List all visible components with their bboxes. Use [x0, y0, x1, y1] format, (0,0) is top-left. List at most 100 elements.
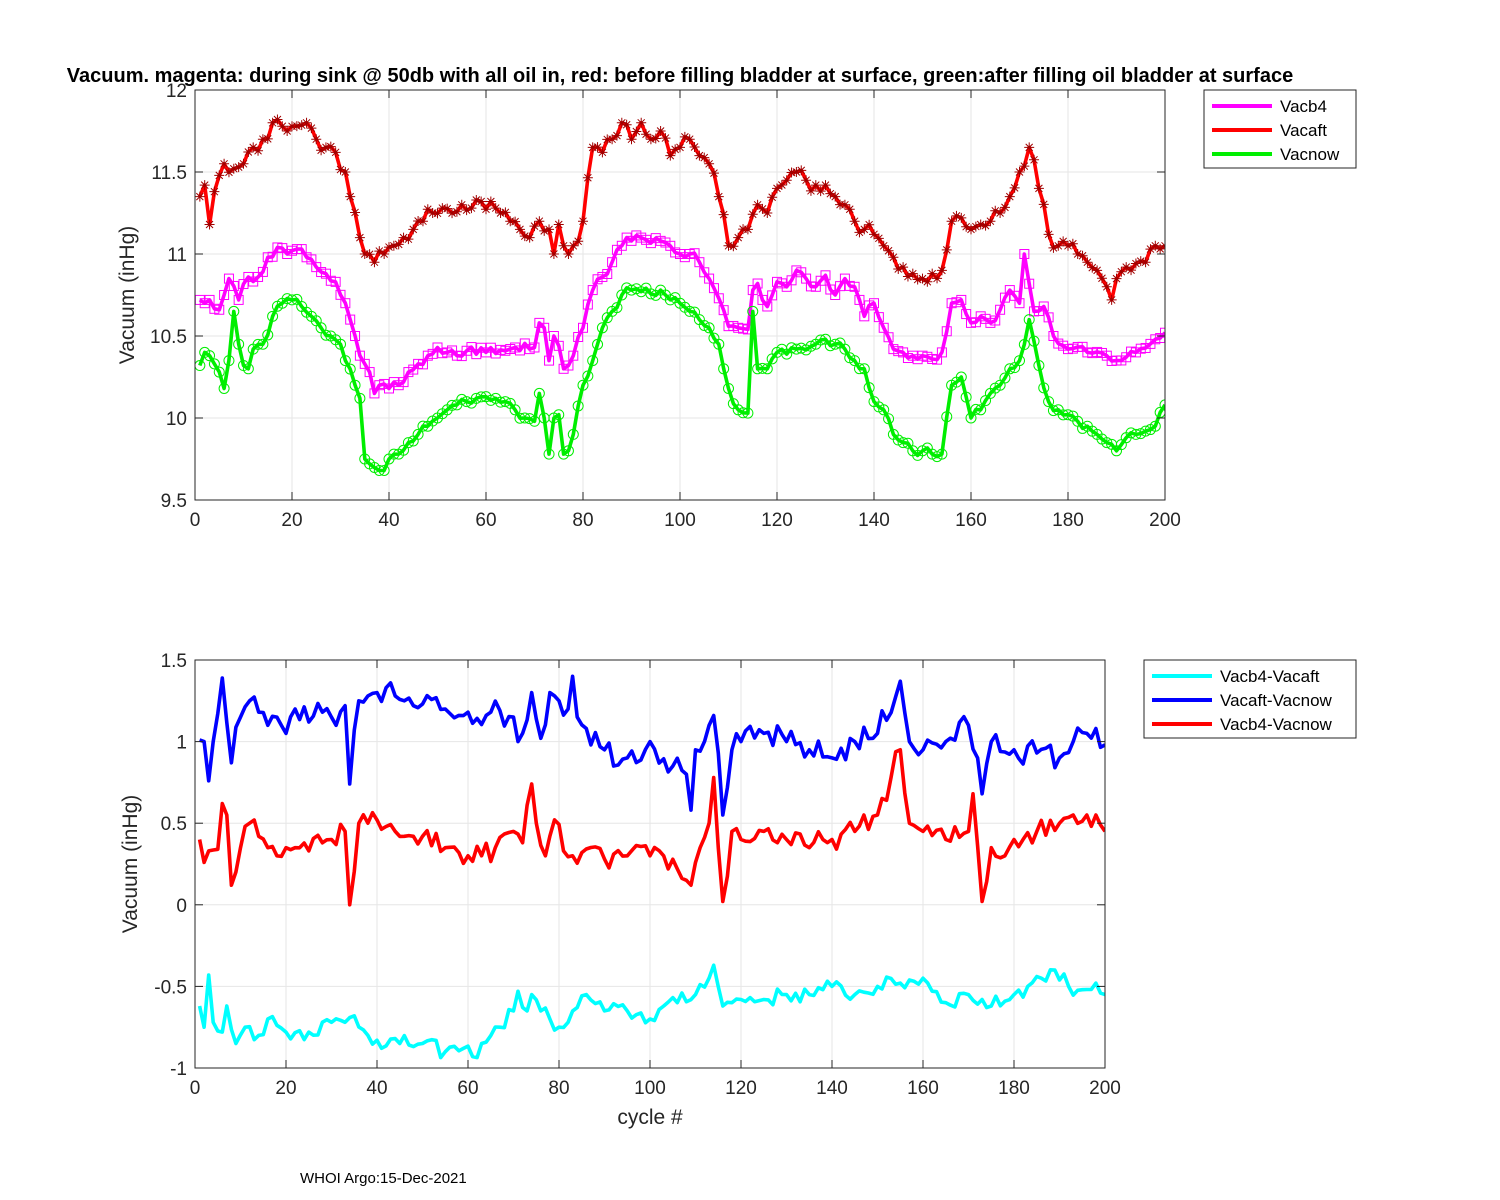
data-point: [1130, 428, 1142, 440]
data-point: [742, 224, 753, 235]
data-point: [990, 315, 1001, 326]
data-point: [747, 209, 758, 220]
data-point: [781, 175, 792, 186]
data-point: [752, 278, 763, 289]
data-point: [907, 268, 918, 279]
data-point: [248, 142, 259, 153]
data-point: [762, 208, 773, 218]
data-point: [1126, 265, 1137, 276]
top-y-axis-label: Vacuum (inHg): [116, 226, 139, 365]
data-point: [607, 257, 618, 268]
data-point: [805, 185, 816, 196]
data-point: [1077, 250, 1088, 261]
data-point: [214, 304, 225, 315]
data-point: [670, 144, 681, 155]
data-point: [830, 191, 841, 202]
data-point: [805, 340, 817, 352]
data-point: [1038, 301, 1049, 312]
legend-label-vacaft-vacnow: Vacaft-Vacnow: [1220, 691, 1333, 710]
data-point: [917, 273, 928, 284]
data-point: [941, 326, 952, 337]
data-point: [417, 420, 429, 432]
data-point: [936, 265, 947, 276]
data-point: [999, 372, 1011, 384]
data-point: [529, 342, 540, 353]
data-point: [936, 448, 948, 460]
data-point: [499, 396, 511, 408]
data-point: [1019, 249, 1030, 259]
data-point: [582, 299, 593, 310]
x-tick-label: 60: [457, 1078, 478, 1099]
data-point: [946, 216, 957, 227]
data-point: [1043, 312, 1054, 323]
x-tick-label: 60: [475, 510, 496, 531]
data-point: [786, 275, 797, 286]
data-point: [398, 377, 409, 388]
data-point: [1023, 314, 1035, 326]
data-point: [316, 145, 327, 156]
data-point: [596, 322, 608, 334]
legend-label-vacb4-vacaft: Vacb4-Vacaft: [1220, 667, 1320, 686]
data-point: [471, 195, 482, 206]
data-point: [388, 448, 400, 460]
data-point: [1096, 273, 1107, 284]
top-axes: 0 20 40 60 80 100 120 140 160 180 200 9.5 10 10.5 11 11…: [67, 65, 1293, 531]
data-point: [267, 310, 279, 322]
data-point: [1009, 182, 1020, 193]
data-point: [761, 363, 773, 375]
data-point: [519, 412, 531, 424]
x-tick-label: 200: [1089, 1078, 1121, 1099]
data-point: [461, 396, 473, 408]
series-line-vacnow: [198, 286, 1165, 473]
data-point: [820, 270, 831, 281]
x-tick-label: 20: [275, 1078, 296, 1099]
data-point: [941, 411, 953, 423]
series-line-vacb4-vacnow: [197, 748, 1105, 907]
y-tick-label: 1: [176, 733, 187, 754]
x-tick-label: 40: [366, 1078, 387, 1099]
data-point: [563, 360, 574, 371]
data-point: [437, 203, 448, 214]
data-point: [858, 363, 870, 375]
data-point: [869, 229, 879, 240]
data-point: [539, 225, 550, 236]
data-point: [796, 165, 807, 176]
data-point: [597, 147, 608, 158]
data-point: [699, 152, 710, 163]
data-point: [1106, 294, 1117, 305]
data-point: [742, 407, 754, 419]
x-tick-label: 100: [664, 510, 696, 531]
data-point: [481, 204, 491, 215]
data-point: [1038, 382, 1050, 394]
data-point: [378, 464, 390, 476]
y-tick-label: 0.5: [161, 814, 187, 835]
data-point: [1004, 363, 1016, 375]
data-point: [495, 208, 506, 218]
data-point: [461, 205, 472, 216]
series-vacb4-vacaft: [197, 963, 1105, 1060]
data-point: [878, 404, 890, 416]
data-point: [257, 266, 268, 277]
data-point: [1048, 242, 1059, 253]
data-point: [995, 304, 1006, 315]
data-point: [645, 288, 657, 300]
data-point: [277, 121, 288, 132]
data-point: [645, 134, 656, 145]
data-point: [859, 224, 870, 235]
data-point: [466, 203, 477, 214]
data-point: [514, 224, 525, 235]
data-point: [825, 188, 836, 199]
y-tick-label: 12: [166, 81, 187, 102]
data-point: [403, 234, 414, 245]
data-point: [883, 245, 894, 256]
data-point: [999, 202, 1010, 213]
data-point: [534, 216, 545, 227]
x-tick-label: 120: [725, 1078, 757, 1099]
data-point: [932, 273, 943, 284]
data-point: [602, 268, 613, 279]
series-vacaft: [195, 114, 1165, 305]
data-point: [354, 392, 366, 404]
x-tick-label: 0: [190, 510, 201, 531]
data-point: [703, 322, 715, 334]
